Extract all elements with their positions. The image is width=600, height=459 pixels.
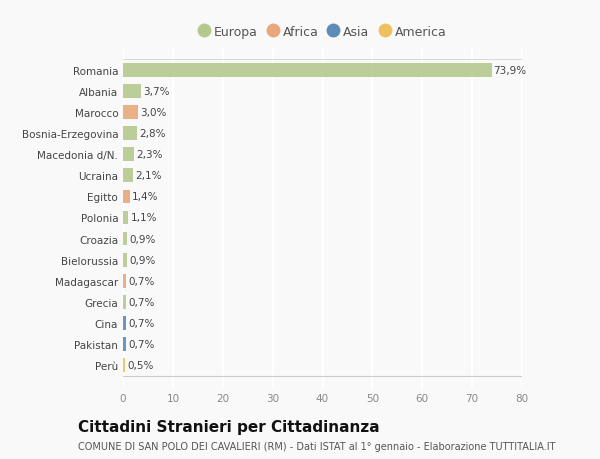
Text: 1,4%: 1,4% [132,192,158,202]
Text: 0,5%: 0,5% [127,361,154,370]
Text: 0,9%: 0,9% [130,234,156,244]
Text: 3,7%: 3,7% [143,87,170,96]
Bar [123,85,142,98]
Text: 2,3%: 2,3% [136,150,163,160]
Bar [123,274,127,288]
Text: 3,0%: 3,0% [140,108,166,118]
Legend: Europa, Africa, Asia, America: Europa, Africa, Asia, America [194,21,451,44]
Text: 2,8%: 2,8% [139,129,166,139]
Bar [123,317,127,330]
Bar [123,127,137,140]
Text: Cittadini Stranieri per Cittadinanza: Cittadini Stranieri per Cittadinanza [78,419,380,434]
Text: 0,7%: 0,7% [128,319,155,328]
Bar [123,169,133,183]
Bar [123,211,128,225]
Bar [123,253,127,267]
Bar [123,338,127,351]
Text: 0,7%: 0,7% [128,297,155,308]
Text: COMUNE DI SAN POLO DEI CAVALIERI (RM) - Dati ISTAT al 1° gennaio - Elaborazione : COMUNE DI SAN POLO DEI CAVALIERI (RM) - … [78,441,556,451]
Text: 0,7%: 0,7% [128,340,155,349]
Bar [123,148,134,162]
Bar [123,359,125,372]
Bar [123,64,491,77]
Text: 73,9%: 73,9% [494,66,527,75]
Bar [123,190,130,204]
Bar [123,296,127,309]
Text: 0,7%: 0,7% [128,276,155,286]
Bar [123,106,138,119]
Text: 2,1%: 2,1% [136,171,162,181]
Text: 0,9%: 0,9% [130,255,156,265]
Bar [123,232,127,246]
Text: 1,1%: 1,1% [130,213,157,223]
